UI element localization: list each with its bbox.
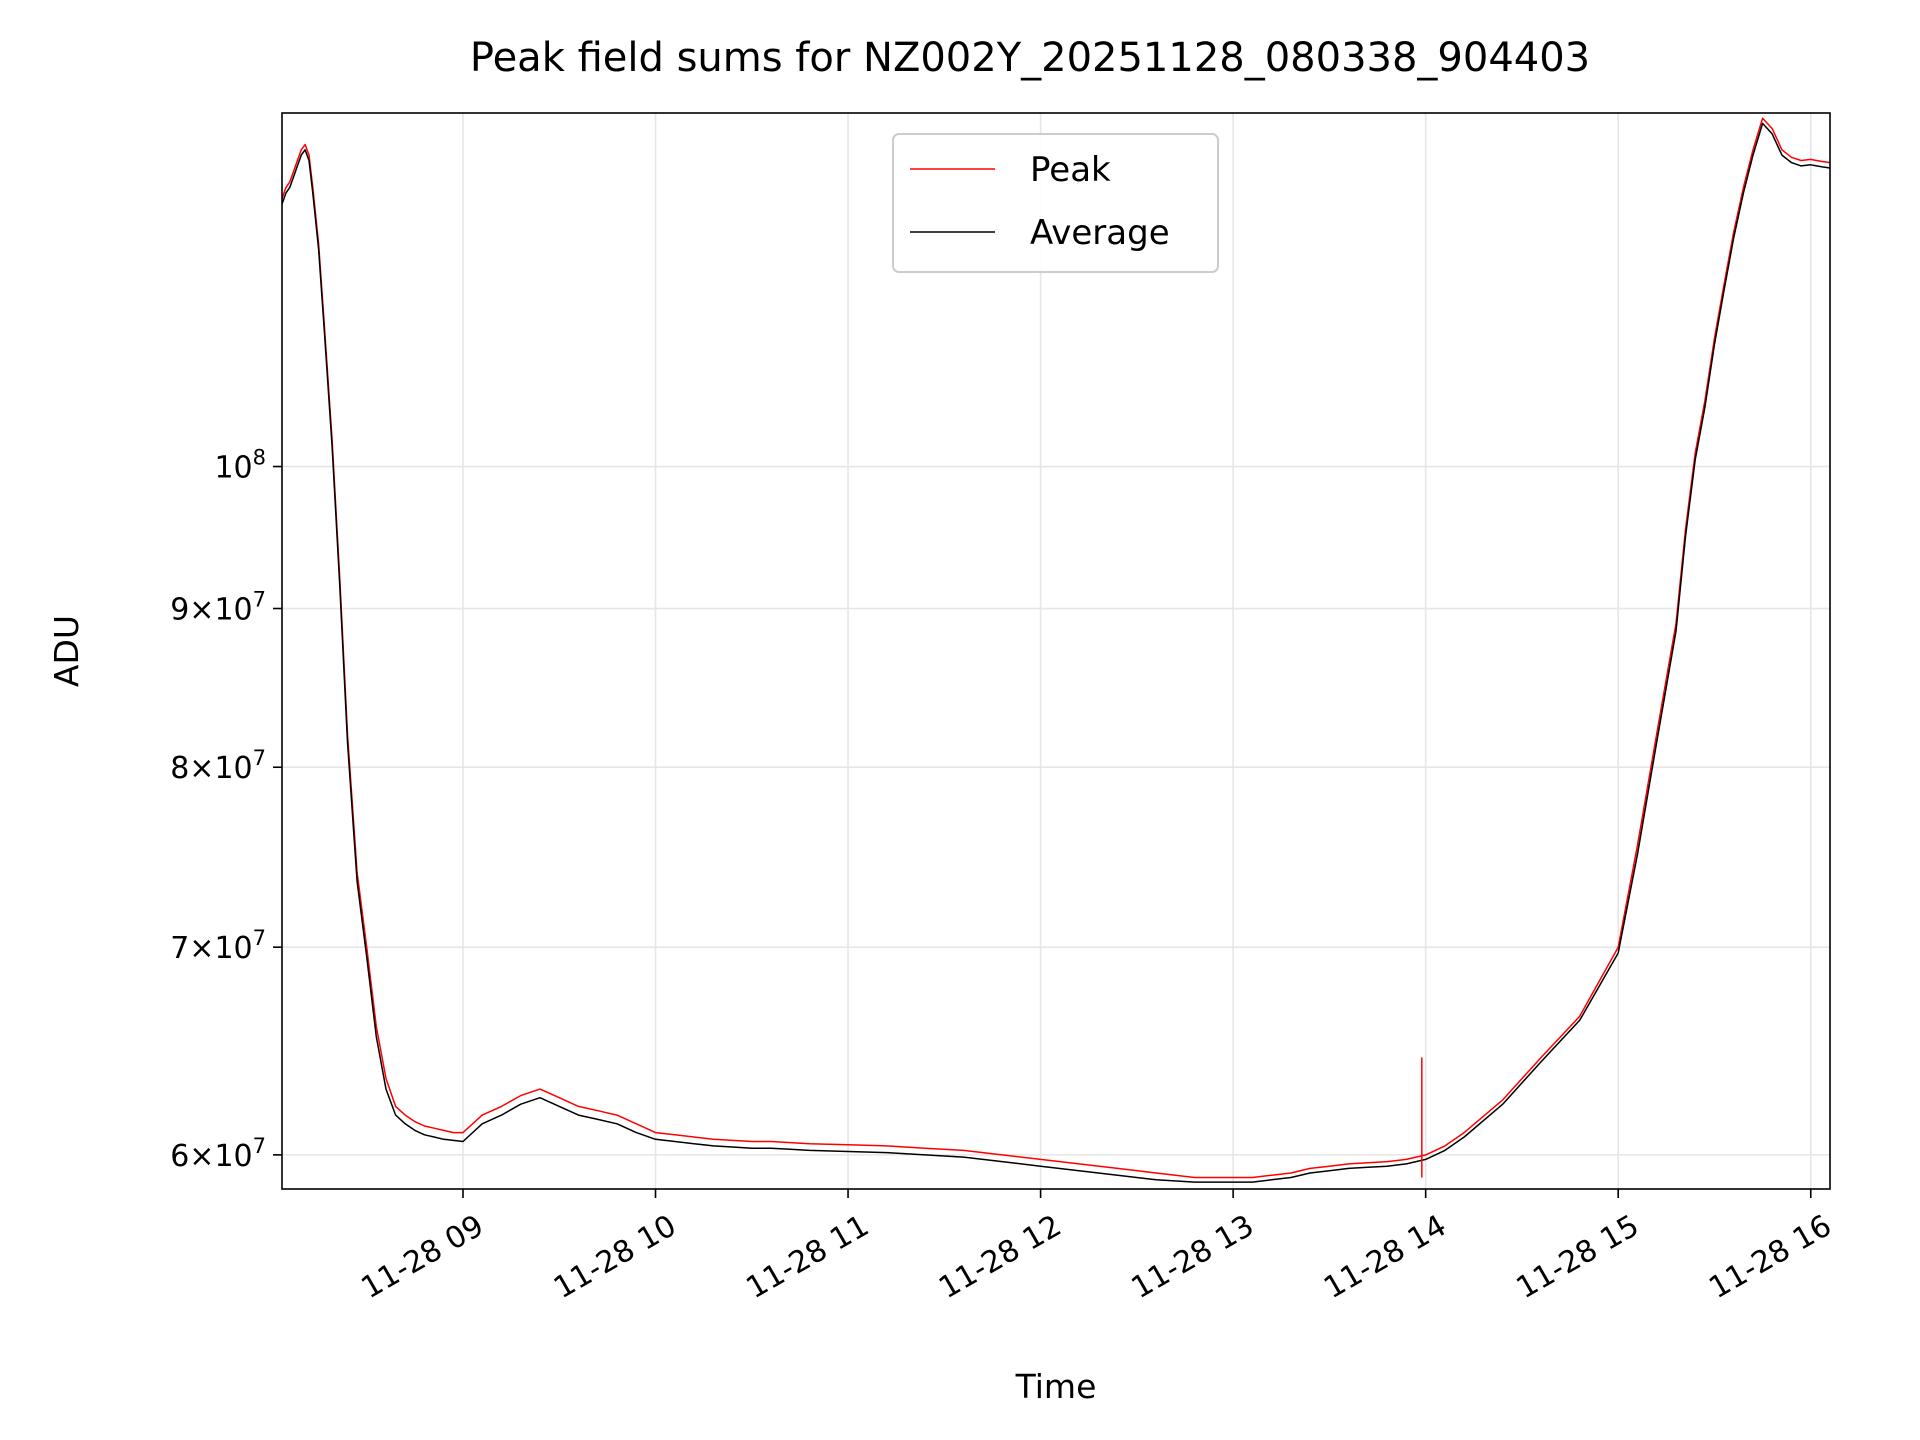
- y-axis-title: ADU: [47, 615, 86, 687]
- chart-title: Peak field sums for NZ002Y_20251128_0803…: [470, 35, 1590, 81]
- plot-frame: [281, 112, 1831, 1190]
- legend-label-average: Average: [1030, 213, 1170, 253]
- series-line-peak: [281, 117, 1831, 1179]
- y-tick-label: 9×107: [170, 588, 266, 628]
- y-tick-label: 6×107: [170, 1134, 266, 1174]
- series-layer: [281, 117, 1831, 1183]
- legend-label-peak: Peak: [1030, 150, 1111, 190]
- legend: Peak Average: [892, 133, 1219, 273]
- grid: [282, 113, 1830, 1189]
- series-line-average: [281, 122, 1831, 1183]
- y-tick-label: 7×107: [170, 926, 266, 966]
- x-axis-title: Time: [1015, 1367, 1097, 1406]
- y-tick-label: 8×107: [170, 746, 266, 786]
